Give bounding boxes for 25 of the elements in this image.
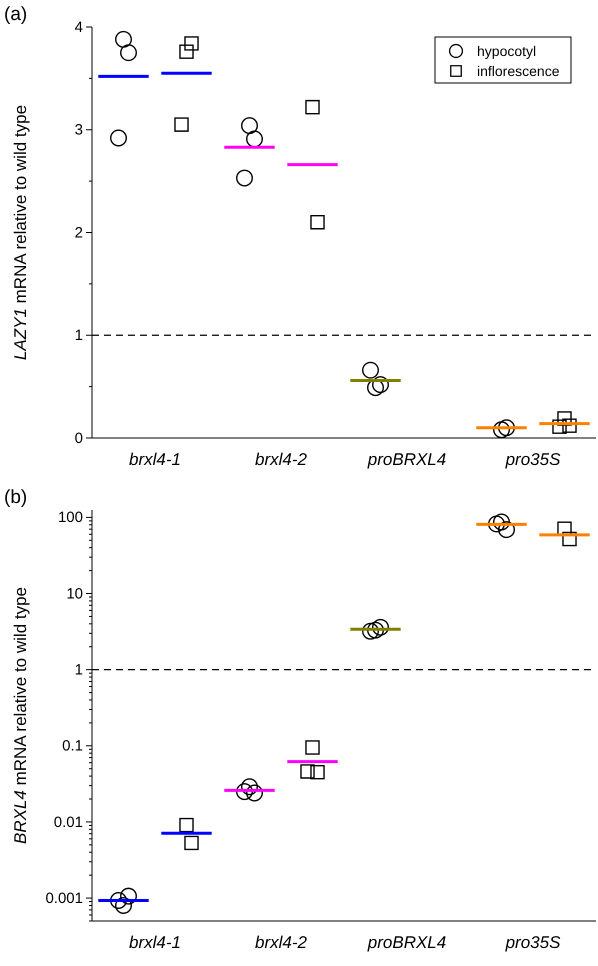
y-tick-label: 1 <box>74 327 83 344</box>
y-tick-label: 0.1 <box>62 738 83 755</box>
x-tick-label: brxl4-1 <box>129 450 181 469</box>
x-tick-label: brxl4-1 <box>129 932 181 952</box>
y-tick-label: 0.01 <box>54 814 83 831</box>
y-tick-label: 0 <box>74 430 83 447</box>
x-tick-label: pro35S <box>504 932 562 952</box>
x-tick-label: brxl4-2 <box>255 932 308 952</box>
y-tick-label: 0.001 <box>45 890 83 907</box>
y-tick-label: 1 <box>74 661 83 678</box>
x-tick-label: proBRXL4 <box>366 932 446 952</box>
legend-label: hypocotyl <box>477 43 536 59</box>
x-tick-label: pro35S <box>504 450 562 469</box>
x-tick-label: brxl4-2 <box>255 450 308 469</box>
chart-title: (a) <box>4 4 28 25</box>
chart-title: (b) <box>4 487 28 508</box>
y-tick-label: 4 <box>74 18 83 36</box>
y-tick-label: 2 <box>74 224 83 242</box>
y-tick-label: 10 <box>66 585 83 602</box>
x-tick-label: proBRXL4 <box>366 450 446 469</box>
legend-label: inflorescence <box>477 63 560 79</box>
y-axis-title: LAZY1 mRNA relative to wild type <box>11 104 30 360</box>
y-tick-label: 100 <box>58 509 83 526</box>
y-axis-title: BRXL4 mRNA relative to wild type <box>11 586 30 844</box>
y-tick-label: 3 <box>74 122 83 139</box>
